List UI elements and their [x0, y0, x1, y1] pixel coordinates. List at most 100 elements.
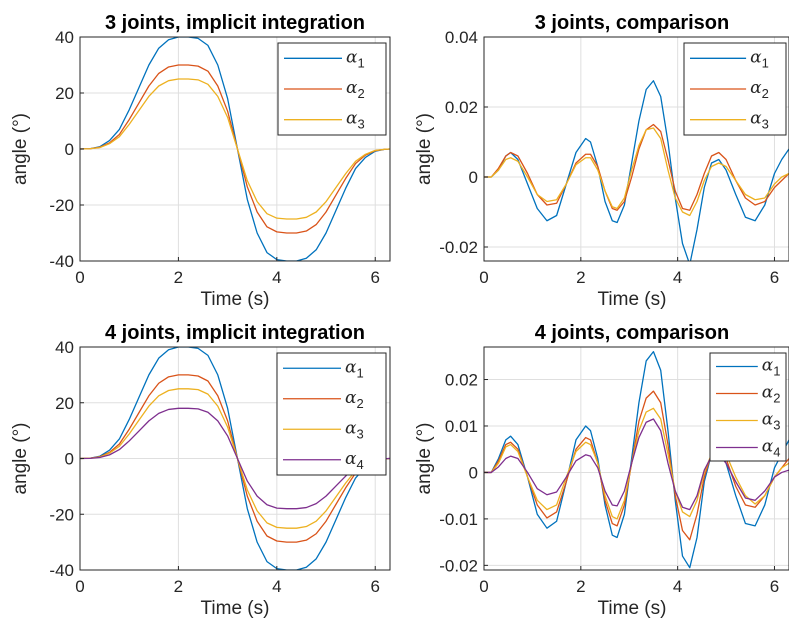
chart-title: 3 joints, implicit integration	[105, 12, 365, 34]
x-tick-label: 2	[576, 268, 585, 287]
legend-box	[276, 352, 387, 476]
legend-subscript: 4	[356, 457, 363, 472]
legend-subscript: 1	[356, 365, 363, 380]
legend-entry-alpha-1: α1	[346, 47, 365, 70]
series-line-alpha-3	[80, 78, 390, 220]
y-tick-label: -0.01	[439, 510, 478, 529]
legend-subscript: 1	[762, 55, 769, 70]
legend-symbol: α	[750, 47, 762, 67]
panel-4-joints-implicit: 0 2 4 6 -40 -20 0 20 40 4 joints, implicit integr…	[10, 322, 391, 619]
x-axis-label: Time (s)	[201, 289, 270, 310]
y-tick-label: 0	[65, 140, 74, 159]
legend-box	[709, 352, 787, 462]
x-tick-label: 2	[174, 577, 183, 596]
legend-symbol: α	[346, 78, 358, 98]
y-axis-label: angle (°)	[10, 113, 31, 185]
legend-entry-alpha-1: α1	[762, 356, 781, 379]
legend-symbol: α	[762, 356, 774, 376]
x-tick-label: 6	[770, 577, 779, 596]
x-tick-label: 0	[75, 268, 84, 287]
y-tick-label: 0.01	[445, 417, 478, 436]
legend-subscript: 3	[773, 418, 780, 433]
legend-subscript: 2	[773, 391, 780, 406]
series-line-alpha-1	[484, 351, 789, 569]
legend-symbol: α	[346, 47, 358, 67]
legend-entry-alpha-3: α3	[346, 109, 365, 132]
legend-subscript: 2	[356, 396, 363, 411]
legend-entry-alpha-2: α2	[750, 78, 769, 101]
legend-subscript: 1	[773, 364, 780, 379]
x-tick-label: 0	[75, 577, 84, 596]
series-line-alpha-2	[484, 123, 789, 211]
x-tick-label: 4	[272, 268, 281, 287]
legend-subscript: 4	[773, 445, 780, 460]
x-axis-label: Time (s)	[201, 598, 270, 619]
legend-symbol: α	[762, 383, 774, 403]
y-tick-label: -20	[49, 196, 74, 215]
legend-subscript: 2	[357, 86, 364, 101]
legend-subscript: 2	[762, 86, 769, 101]
legend-entry-alpha-2: α2	[762, 383, 781, 406]
y-tick-label: -0.02	[439, 556, 478, 575]
axes-box	[483, 36, 789, 262]
x-tick-label: 6	[770, 268, 779, 287]
y-axis-label: angle (°)	[414, 422, 435, 494]
legend-entry-alpha-1: α1	[345, 357, 364, 380]
y-tick-label: 0.02	[445, 98, 478, 117]
legend-symbol: α	[750, 78, 762, 98]
x-tick-label: 0	[479, 577, 488, 596]
legend-subscript: 1	[357, 55, 364, 70]
x-tick-label: 6	[371, 268, 380, 287]
x-axis-label: Time (s)	[598, 598, 667, 619]
y-tick-label: -40	[49, 252, 74, 271]
y-tick-label: 0.02	[445, 371, 478, 390]
series-line-alpha-1	[484, 80, 789, 261]
legend-entry-alpha-1: α1	[750, 47, 769, 70]
legend-entry-alpha-3: α3	[345, 418, 364, 441]
y-tick-label: 0	[469, 463, 478, 482]
legend-entry-alpha-4: α4	[762, 437, 781, 460]
legend-symbol: α	[346, 109, 358, 129]
x-axis-label: Time (s)	[598, 289, 667, 310]
legend-entry-alpha-3: α3	[762, 410, 781, 433]
y-tick-label: 40	[55, 28, 74, 47]
legend-entry-alpha-4: α4	[345, 449, 364, 472]
y-axis-label: angle (°)	[10, 422, 31, 494]
series-line-alpha-4	[80, 407, 390, 510]
y-tick-label: 40	[55, 338, 74, 357]
x-tick-label: 4	[673, 268, 682, 287]
legend-entry-alpha-3: α3	[750, 109, 769, 132]
legend-subscript: 3	[356, 426, 363, 441]
legend-symbol: α	[345, 357, 357, 377]
y-tick-label: -0.02	[439, 238, 478, 257]
series-line-alpha-3	[484, 127, 789, 217]
chart-title: 3 joints, comparison	[535, 12, 729, 34]
x-tick-label: 0	[479, 268, 488, 287]
legend-symbol: α	[345, 388, 357, 408]
y-tick-label: 0.04	[445, 28, 478, 47]
x-tick-label: 2	[174, 268, 183, 287]
y-tick-label: 0	[469, 168, 478, 187]
chart-title: 4 joints, comparison	[535, 322, 729, 344]
legend-subscript: 3	[357, 117, 364, 132]
legend-symbol: α	[750, 109, 762, 129]
series-line-alpha-3	[484, 407, 789, 520]
y-tick-label: 20	[55, 84, 74, 103]
y-tick-label: 20	[55, 394, 74, 413]
y-tick-label: -40	[49, 561, 74, 580]
x-tick-label: 2	[576, 577, 585, 596]
x-tick-label: 4	[272, 577, 281, 596]
x-tick-label: 4	[673, 577, 682, 596]
axes-box	[483, 346, 789, 571]
legend-entry-alpha-2: α2	[345, 388, 364, 411]
y-tick-label: 0	[65, 450, 74, 469]
legend-symbol: α	[345, 449, 357, 469]
legend-symbol: α	[345, 418, 357, 438]
series-line-alpha-4	[484, 418, 789, 511]
legend-entry-alpha-2: α2	[346, 78, 365, 101]
